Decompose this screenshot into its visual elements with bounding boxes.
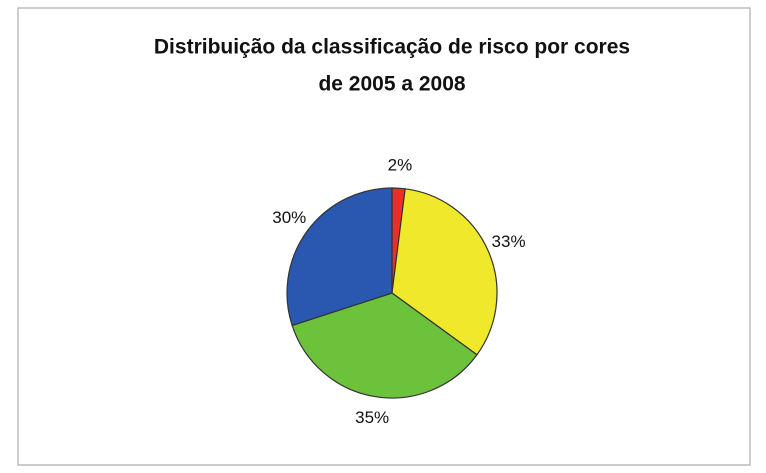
pie-slice [391, 188, 498, 356]
data-label: 35% [355, 408, 389, 427]
chart-title: Distribuição da classificação de risco p… [154, 36, 630, 59]
pie-slice [291, 292, 478, 399]
data-label: 2% [388, 156, 413, 175]
chart-title: de 2005 a 2008 [318, 73, 465, 96]
data-label: 30% [272, 208, 306, 227]
data-label: 33% [492, 232, 526, 251]
pie-slice [286, 187, 393, 327]
